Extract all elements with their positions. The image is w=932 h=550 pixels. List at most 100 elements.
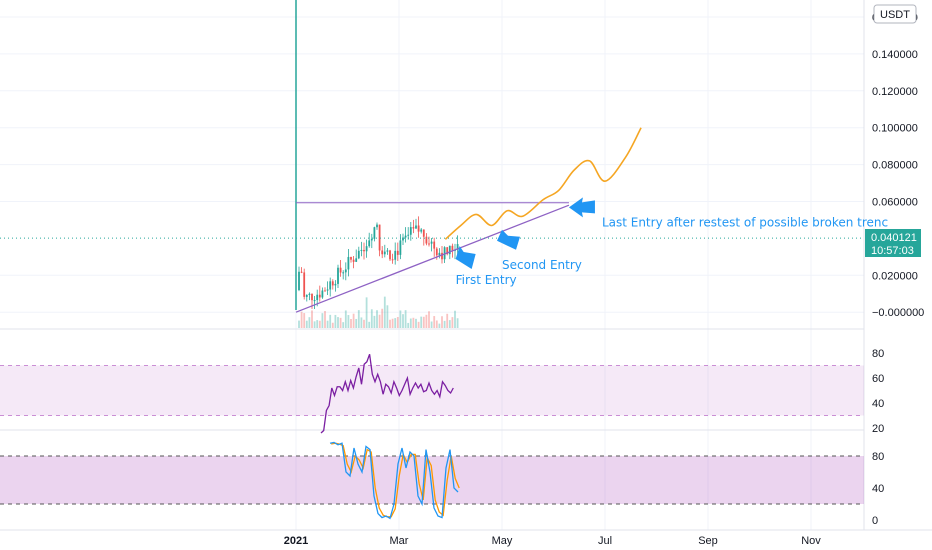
volume-bar	[373, 315, 376, 328]
candle-body	[402, 237, 404, 241]
price-tick-label: −0.000000	[872, 307, 924, 319]
candle-body	[300, 271, 303, 273]
candle-body	[298, 271, 300, 291]
volume-bar	[394, 318, 397, 328]
time-tick-label: 2021	[284, 535, 308, 547]
volume-bar	[334, 314, 337, 328]
time-tick-label: Sep	[698, 535, 718, 547]
currency-badge[interactable]: USDT	[873, 4, 917, 24]
candle-body	[352, 259, 355, 262]
volume-bar	[324, 311, 326, 328]
candle-body	[355, 258, 358, 262]
volume-bar	[318, 320, 321, 328]
volume-bar	[428, 311, 430, 328]
ascending-trendline[interactable]	[295, 204, 570, 313]
last-price-label: 0.040121 10:57:03	[865, 229, 921, 257]
volume-bar	[350, 318, 352, 328]
volume-bar	[422, 316, 425, 328]
candle-body	[326, 289, 329, 291]
price-tick-label: 0.120000	[872, 86, 918, 98]
candle-body	[321, 290, 324, 298]
last-price-value: 0.040121	[871, 232, 917, 244]
annotation-label: First Entry	[456, 273, 517, 287]
rsi-tick-label: 40	[872, 398, 884, 410]
candle-body	[394, 250, 397, 260]
candle-body	[337, 267, 339, 284]
stoch-tick-label: 80	[872, 451, 884, 463]
candle-body	[357, 250, 360, 259]
volume-bar	[365, 297, 368, 328]
candle-body	[318, 294, 321, 298]
rsi-tick-label: 60	[872, 373, 884, 385]
volume-bar	[456, 318, 459, 328]
volume-bar	[378, 314, 381, 328]
volume-bar	[308, 317, 311, 328]
stoch-axis-ticks: 80 40 0	[872, 451, 884, 527]
candle-body	[417, 225, 420, 232]
candle-body	[344, 269, 347, 273]
stoch-d-line	[331, 442, 460, 518]
candle-body	[428, 243, 430, 245]
candle-body	[313, 300, 316, 302]
candle-body	[365, 246, 368, 252]
candle-body	[368, 240, 371, 247]
volume-bar	[381, 308, 384, 328]
volume-bar	[326, 320, 329, 328]
last-price-countdown: 10:57:03	[871, 245, 914, 257]
stoch-k-line	[329, 441, 459, 520]
volume-bar	[430, 321, 433, 328]
price-axis-ticks: 0.1600000.1400000.1200000.1000000.080000…	[872, 12, 924, 319]
volume-bar	[357, 310, 360, 328]
candle-body	[329, 281, 332, 290]
volume-bar	[360, 317, 363, 328]
time-tick-label: Jul	[598, 535, 612, 547]
candle-body	[441, 252, 443, 260]
time-axis-ticks: 2021 Mar May Jul Sep Nov	[284, 535, 822, 547]
volume-bar	[313, 321, 316, 328]
annotation-arrow-icon	[568, 197, 595, 218]
candle-body	[376, 224, 378, 228]
gridlines	[0, 0, 864, 530]
price-tick-label: 0.080000	[872, 160, 918, 172]
candle-body	[448, 245, 451, 255]
stoch-tick-label: 0	[872, 515, 878, 527]
volume-bar	[352, 313, 355, 328]
projection-path[interactable]	[444, 127, 642, 240]
volume-bar	[355, 318, 358, 328]
candle-body	[347, 256, 350, 270]
candle-body	[407, 234, 410, 236]
annotation-arrow-icon	[455, 246, 476, 270]
volume-bar	[404, 310, 407, 328]
candle-body	[316, 294, 319, 301]
volume-bar	[391, 318, 394, 328]
volume-bar	[376, 310, 378, 328]
rsi-tick-label: 20	[872, 423, 884, 435]
volume-bar	[321, 313, 324, 328]
candle-body	[430, 241, 433, 244]
volume-bar	[389, 319, 391, 328]
volume-bar	[316, 320, 319, 328]
currency-label: USDT	[880, 9, 910, 21]
stoch-band	[0, 456, 864, 504]
volume-bar	[339, 317, 342, 328]
candle-body	[446, 247, 449, 255]
candle-body	[360, 249, 363, 251]
volume-bar	[370, 309, 373, 328]
volume-bar	[331, 322, 334, 328]
annotation-label: Second Entry	[502, 258, 582, 272]
candle-body	[451, 245, 454, 251]
volume-bar	[363, 319, 365, 328]
volume-bar	[448, 320, 451, 328]
volume-bar	[415, 318, 417, 328]
volume-bar	[342, 322, 345, 328]
candle-body	[305, 294, 308, 297]
candle-body	[370, 238, 373, 241]
volume-bar	[412, 317, 415, 328]
volume-bar	[438, 323, 441, 328]
price-tick-label: 0.100000	[872, 123, 918, 135]
candle-body	[350, 256, 352, 260]
stoch-tick-label: 40	[872, 483, 884, 495]
price-tick-label: 0.060000	[872, 197, 918, 209]
candle-body	[342, 272, 345, 274]
